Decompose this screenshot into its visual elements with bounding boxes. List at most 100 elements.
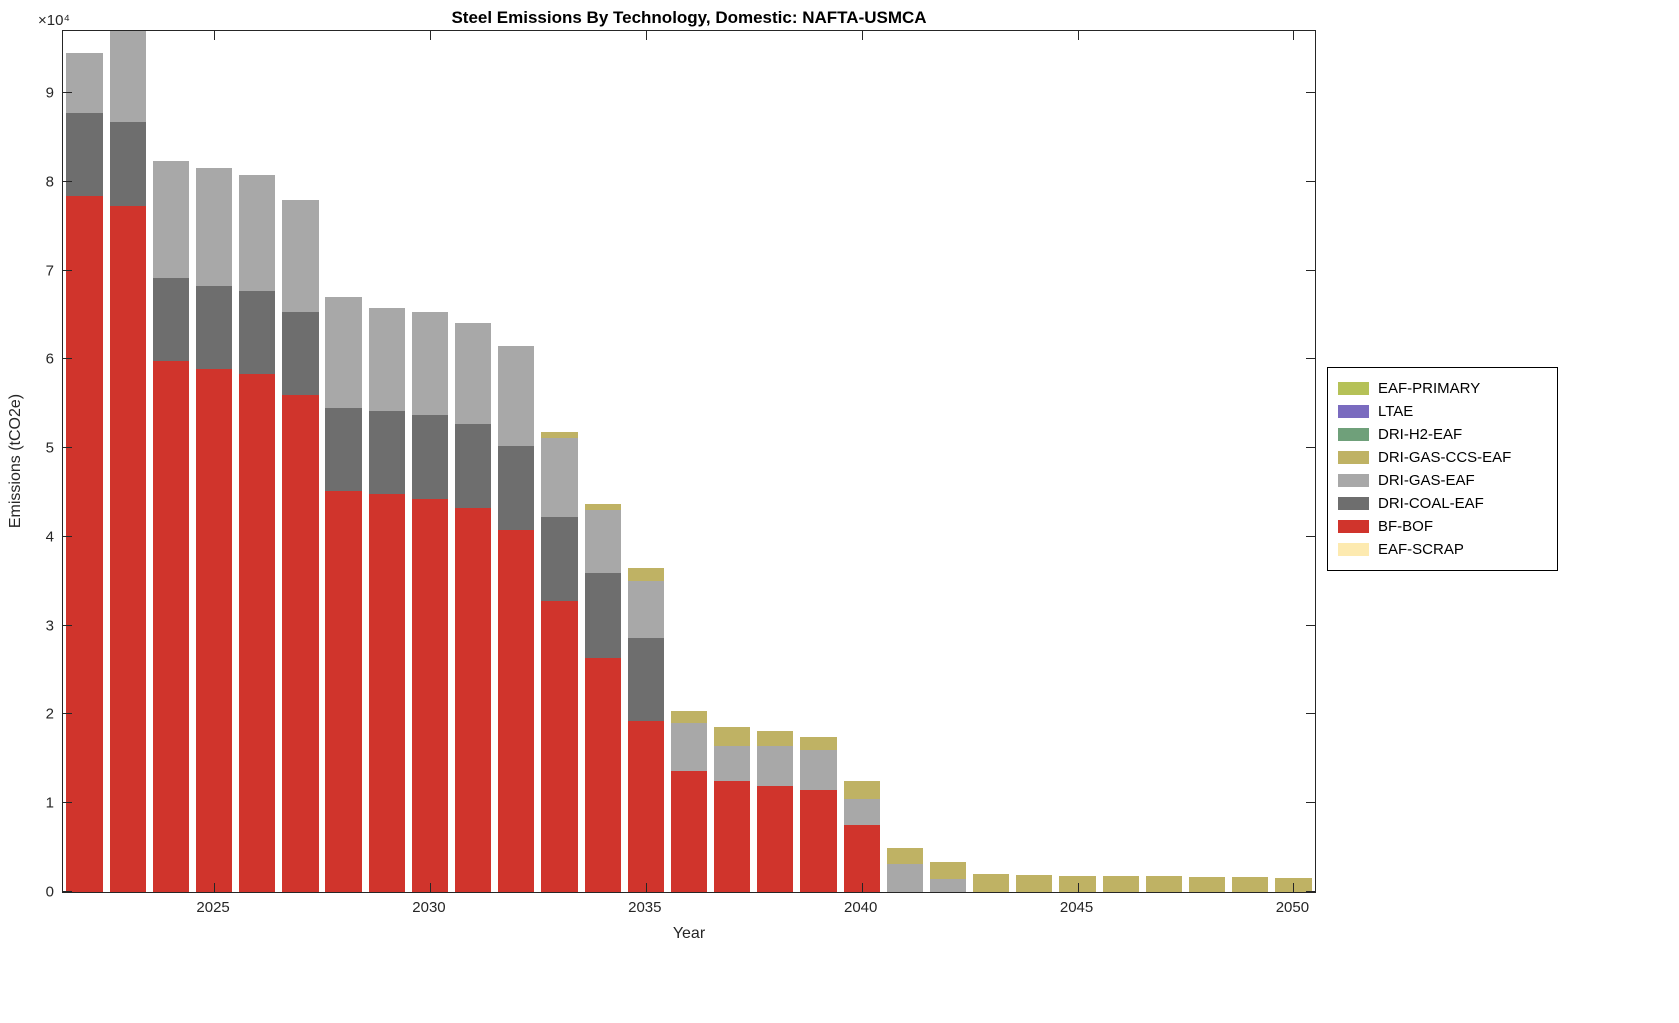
- bar-segment-bf-bof: [411, 498, 449, 892]
- bar-segment-dri-coal-eaf: [541, 517, 578, 601]
- legend-swatch-eaf-scrap: [1338, 543, 1369, 556]
- bar-segment-dri-gas-ccs-eaf: [757, 731, 794, 747]
- bar-segment-dri-gas-eaf: [368, 307, 405, 411]
- bar-segment-dri-gas-eaf: [195, 167, 233, 286]
- bar-segment-dri-gas-eaf: [757, 746, 794, 786]
- legend-label: DRI-GAS-EAF: [1378, 472, 1475, 489]
- y-tick-mark: [1306, 624, 1315, 626]
- legend-item: EAF-SCRAP: [1338, 538, 1547, 561]
- y-tick-mark: [63, 535, 72, 537]
- bar-segment-bf-bof: [541, 600, 578, 892]
- bar-segment-dri-coal-eaf: [152, 277, 190, 362]
- y-tick-mark: [63, 447, 72, 449]
- bar-segment-dri-gas-eaf: [109, 31, 146, 123]
- legend-item: EAF-PRIMARY: [1338, 377, 1547, 400]
- bar-segment-bf-bof: [498, 529, 535, 892]
- bar-segment-bf-bof: [152, 361, 190, 892]
- x-tick-mark: [429, 883, 431, 892]
- bar-segment-dri-coal-eaf: [239, 291, 276, 374]
- bar-segment-dri-coal-eaf: [109, 122, 146, 206]
- x-tick-label: 2035: [628, 899, 662, 916]
- bar-segment-dri-gas-eaf: [584, 510, 621, 574]
- legend-label: DRI-H2-EAF: [1378, 426, 1463, 443]
- y-tick-label: 4: [45, 528, 54, 546]
- x-axis-label: Year: [672, 925, 706, 942]
- y-tick-mark: [1306, 891, 1315, 892]
- y-tick-mark: [1306, 447, 1315, 449]
- bar-segment-dri-coal-eaf: [282, 311, 319, 395]
- y-axis-exponent-label: ×10⁴: [38, 12, 70, 29]
- x-tick-mark: [1077, 883, 1079, 892]
- y-tick-mark: [63, 92, 72, 94]
- bar-segment-dri-gas-eaf: [66, 53, 103, 113]
- bar-segment-dri-coal-eaf: [325, 408, 362, 491]
- y-tick-mark: [1306, 180, 1315, 182]
- bar-segment-bf-bof: [368, 494, 405, 892]
- bar-segment-dri-gas-eaf: [670, 723, 708, 772]
- x-tick-mark: [214, 31, 216, 40]
- x-tick-label: 2030: [412, 899, 446, 916]
- y-tick-mark: [63, 358, 72, 360]
- axes-box: [62, 30, 1316, 893]
- bar-segment-bf-bof: [627, 720, 664, 892]
- bar-segment-dri-gas-ccs-eaf: [714, 726, 751, 746]
- bar-segment-bf-bof: [239, 373, 276, 892]
- legend-swatch-ltae: [1338, 405, 1369, 418]
- bar-segment-dri-gas-ccs-eaf: [1016, 875, 1053, 892]
- x-tick-mark: [214, 883, 216, 892]
- legend-label: EAF-SCRAP: [1378, 541, 1464, 558]
- y-tick-label: 6: [45, 350, 54, 368]
- bar-segment-dri-gas-eaf: [411, 312, 449, 416]
- bar-segment-dri-gas-ccs-eaf: [800, 736, 837, 750]
- bar-segment-bf-bof: [66, 196, 103, 892]
- bar-segment-dri-gas-eaf: [627, 581, 664, 639]
- y-tick-label: 3: [45, 617, 54, 635]
- bar-segment-dri-coal-eaf: [627, 638, 664, 721]
- bar-segment-bf-bof: [584, 657, 621, 892]
- bar-segment-dri-coal-eaf: [498, 446, 535, 530]
- y-tick-mark: [63, 180, 72, 182]
- bar-segment-dri-gas-ccs-eaf: [1145, 876, 1182, 892]
- legend-label: DRI-COAL-EAF: [1378, 495, 1484, 512]
- x-tick-mark: [645, 31, 647, 40]
- bar-segment-dri-coal-eaf: [66, 112, 103, 197]
- y-tick-mark: [1306, 535, 1315, 537]
- bar-segment-dri-gas-eaf: [498, 346, 535, 447]
- bar-segment-bf-bof: [843, 825, 880, 892]
- bar-segment-bf-bof: [325, 490, 362, 892]
- bar-segment-dri-gas-ccs-eaf: [843, 781, 880, 799]
- legend-label: EAF-PRIMARY: [1378, 380, 1481, 397]
- y-tick-label: 9: [45, 84, 54, 102]
- bar-segment-dri-coal-eaf: [411, 415, 449, 499]
- legend-item: DRI-GAS-CCS-EAF: [1338, 446, 1547, 469]
- bar-segment-dri-coal-eaf: [455, 424, 492, 508]
- bar-segment-dri-gas-eaf: [886, 863, 923, 892]
- bar-segment-bf-bof: [800, 789, 837, 892]
- legend-swatch-dri-gas-eaf: [1338, 474, 1369, 487]
- bar-segment-dri-coal-eaf: [195, 285, 233, 370]
- bar-segment-dri-gas-eaf: [239, 174, 276, 292]
- y-tick-label: 1: [45, 794, 54, 812]
- bar-segment-dri-gas-eaf: [152, 160, 190, 278]
- y-tick-label: 5: [45, 439, 54, 457]
- x-tick-label: 2045: [1059, 899, 1094, 916]
- bar-segment-dri-gas-ccs-eaf: [1188, 876, 1226, 892]
- y-tick-mark: [1306, 802, 1315, 804]
- y-tick-mark: [1306, 92, 1315, 94]
- legend-item: DRI-COAL-EAF: [1338, 492, 1547, 515]
- bar-segment-dri-gas-eaf: [541, 437, 578, 518]
- x-tick-mark: [861, 31, 863, 40]
- legend-item: DRI-H2-EAF: [1338, 423, 1547, 446]
- legend-swatch-dri-gas-ccs-eaf: [1338, 451, 1369, 464]
- legend-item: DRI-GAS-EAF: [1338, 469, 1547, 492]
- bar-segment-dri-gas-ccs-eaf: [1102, 876, 1139, 892]
- legend-label: BF-BOF: [1378, 518, 1433, 535]
- bar-segment-dri-coal-eaf: [368, 410, 405, 495]
- bar-segment-dri-gas-ccs-eaf: [973, 874, 1010, 892]
- bar-segment-bf-bof: [109, 205, 146, 892]
- bar-segment-dri-gas-ccs-eaf: [670, 710, 708, 724]
- y-tick-mark: [1306, 358, 1315, 360]
- x-tick-label: 2050: [1275, 899, 1310, 916]
- bar-segment-dri-gas-eaf: [325, 297, 362, 409]
- legend-swatch-bf-bof: [1338, 520, 1369, 533]
